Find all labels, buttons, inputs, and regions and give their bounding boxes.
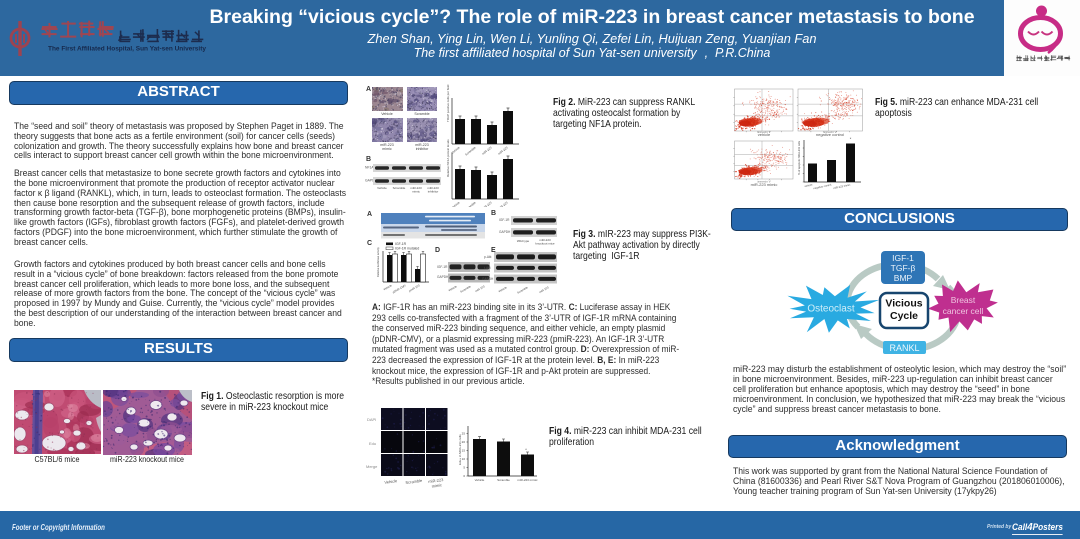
svg-text:% of apoptotic MDA-231 cells: % of apoptotic MDA-231 cells <box>797 140 801 175</box>
svg-text:IGF-1R: IGF-1R <box>395 242 407 246</box>
svg-text:miR-223: miR-223 <box>427 186 439 190</box>
svg-text:C: C <box>367 240 372 247</box>
svg-text:miR-223: miR-223 <box>474 284 486 293</box>
svg-text:Edu: Edu <box>369 441 376 446</box>
svg-text:t-Akt: t-Akt <box>484 266 491 270</box>
svg-text:10: 10 <box>462 457 466 461</box>
svg-text:The First Affiliated Hospital,: The First Affiliated Hospital, Sun Yat-s… <box>48 46 206 53</box>
svg-text:miR-223 knockout mice: miR-223 knockout mice <box>110 455 184 464</box>
svg-text:D: D <box>435 247 440 254</box>
svg-text:TRAP positive cells per field: TRAP positive cells per field <box>446 84 450 122</box>
svg-text:Vehicle: Vehicle <box>448 284 458 292</box>
svg-text:DAPI: DAPI <box>367 417 376 422</box>
svg-text:Merge: Merge <box>366 464 378 469</box>
svg-text:miR-223: miR-223 <box>481 200 493 207</box>
svg-text:mimic: mimic <box>431 482 442 488</box>
svg-text:IGF-1R: IGF-1R <box>499 218 510 222</box>
svg-text:Vehicle: Vehicle <box>475 478 485 482</box>
svg-text:miR-223 mimic: miR-223 mimic <box>517 478 538 482</box>
svg-text:pDNR-CMV: pDNR-CMV <box>392 283 407 294</box>
svg-text:miR-223 mimic: miR-223 mimic <box>751 182 778 187</box>
svg-text:*: * <box>850 136 852 141</box>
svg-text:miR-223: miR-223 <box>415 143 429 147</box>
svg-text:25: 25 <box>462 432 466 436</box>
svg-text:GAPDH: GAPDH <box>499 230 511 234</box>
svg-text:C57BL/6 mice: C57BL/6 mice <box>35 455 80 464</box>
svg-text:IGF-1: IGF-1 <box>892 253 914 263</box>
svg-text:negative control: negative control <box>813 182 832 190</box>
svg-text:Scramble: Scramble <box>459 284 472 294</box>
svg-text:Scramble: Scramble <box>414 112 429 116</box>
svg-text:5: 5 <box>463 466 465 470</box>
svg-text:20: 20 <box>462 440 466 444</box>
svg-text:Edu+ in MDA-231 cells: Edu+ in MDA-231 cells <box>458 434 462 465</box>
svg-text:A: A <box>367 211 372 218</box>
svg-text:vehicle: vehicle <box>804 182 813 188</box>
svg-text:B: B <box>491 210 496 217</box>
svg-text:IGF-1R: IGF-1R <box>437 265 448 269</box>
svg-text:miR-223: miR-223 <box>497 200 509 207</box>
svg-text:A: A <box>366 86 371 93</box>
svg-text:Scramble: Scramble <box>497 478 510 482</box>
svg-text:Vehicle: Vehicle <box>381 112 393 116</box>
svg-text:Relative NF1A protein levels: Relative NF1A protein levels <box>446 139 450 177</box>
svg-text:0: 0 <box>463 474 465 478</box>
svg-text:Scramble: Scramble <box>516 285 529 295</box>
svg-text:Vehicle: Vehicle <box>377 186 387 190</box>
svg-text:knockout mice: knockout mice <box>535 242 555 246</box>
svg-text:BMP: BMP <box>894 273 913 283</box>
svg-text:Vicious: Vicious <box>885 298 922 310</box>
svg-text:mimic: mimic <box>382 147 392 151</box>
svg-text:mimic: mimic <box>412 190 420 194</box>
svg-text:vehicle: vehicle <box>758 132 771 137</box>
svg-text:E: E <box>491 247 496 254</box>
svg-text:annexin V: annexin V <box>757 130 770 134</box>
svg-text:Vehicle: Vehicle <box>451 145 461 154</box>
svg-text:annexin V: annexin V <box>757 180 770 184</box>
svg-text:RANKL: RANKL <box>889 343 919 353</box>
svg-text:pmiR-223: pmiR-223 <box>408 283 421 293</box>
svg-text:Vehicle: Vehicle <box>451 200 461 207</box>
svg-text:Vehicle: Vehicle <box>384 478 398 485</box>
svg-text:Scramble: Scramble <box>393 186 406 190</box>
svg-text:miR-223: miR-223 <box>538 285 550 294</box>
svg-text:GAPDH: GAPDH <box>365 179 378 183</box>
svg-text:Vehicle: Vehicle <box>383 283 393 291</box>
svg-text:inhibitor: inhibitor <box>428 190 439 194</box>
svg-text:Relative luciferase activity: Relative luciferase activity <box>376 246 380 277</box>
svg-text:Scramble: Scramble <box>405 478 423 485</box>
svg-text:IGF-1R mutated: IGF-1R mutated <box>395 247 419 251</box>
svg-text:miR-223: miR-223 <box>497 145 509 155</box>
svg-text:miR-223: miR-223 <box>481 145 493 155</box>
svg-text:15: 15 <box>462 449 466 453</box>
svg-text:TGF-β: TGF-β <box>891 263 916 273</box>
svg-text:miR-223: miR-223 <box>539 238 551 242</box>
svg-text:p-Akt: p-Akt <box>484 255 492 259</box>
svg-text:GAPDH: GAPDH <box>437 275 449 279</box>
svg-text:NF1A: NF1A <box>365 166 374 170</box>
svg-text:Wild type: Wild type <box>517 239 530 243</box>
svg-text:miR-223 mimic: miR-223 mimic <box>833 182 851 190</box>
svg-text:miR-223: miR-223 <box>410 186 422 190</box>
svg-text:miR-223: miR-223 <box>380 143 394 147</box>
svg-text:inhibitor: inhibitor <box>416 147 429 151</box>
svg-text:Scramble: Scramble <box>464 145 477 156</box>
svg-text:miR-223: miR-223 <box>428 477 444 484</box>
svg-text:B: B <box>366 156 371 163</box>
svg-text:Scramble: Scramble <box>464 200 477 207</box>
svg-text:Breast: Breast <box>951 295 976 305</box>
svg-text:*: * <box>525 447 527 452</box>
svg-text:negative control: negative control <box>816 132 844 137</box>
svg-text:GAPDH: GAPDH <box>482 277 494 281</box>
svg-text:annexin V: annexin V <box>823 130 836 134</box>
svg-text:cancer cell: cancer cell <box>943 306 984 316</box>
svg-text:Vehicle: Vehicle <box>498 285 508 293</box>
svg-text:Osteoclast: Osteoclast <box>807 304 854 315</box>
svg-text:Cycle: Cycle <box>890 310 918 322</box>
